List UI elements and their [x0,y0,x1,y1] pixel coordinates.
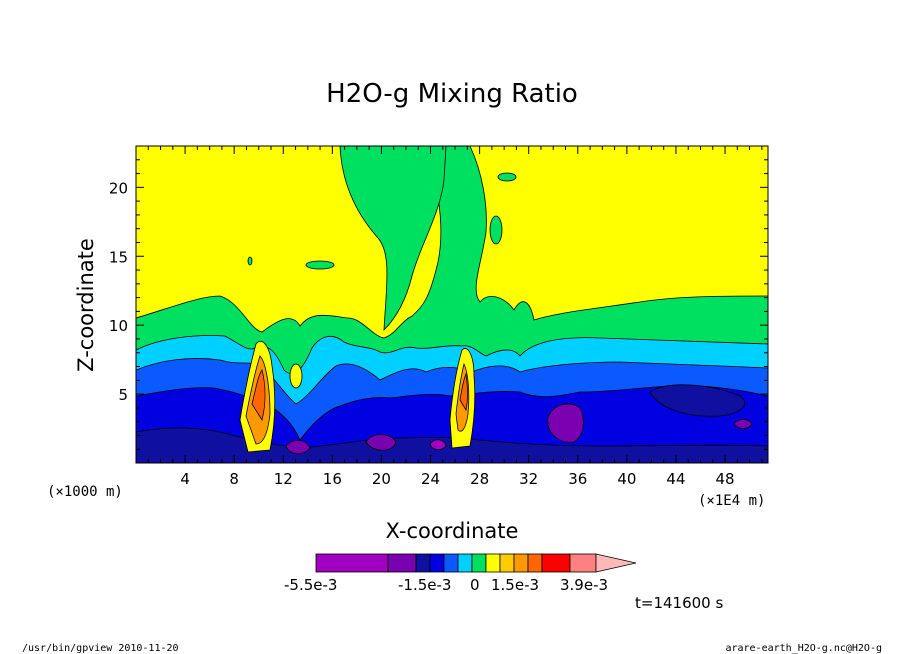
colorbar-segment [499,553,515,573]
colorbar-segment [471,553,487,573]
colorbar-segment [387,553,417,573]
x-tick-label: 16 [323,470,342,488]
x-tick-label: 36 [568,470,587,488]
colorbar-labels: -5.5e-3 -1.5e-3 0 1.5e-3 3.9e-3 [284,576,608,594]
chart-title: H2O-g Mixing Ratio [326,79,578,109]
colorbar-segment [527,553,543,573]
colorbar-label: 0 [470,576,480,594]
plot-frame [135,145,769,464]
colorbar-segment [569,553,597,573]
y-axis-label: Z-coordinate [74,238,98,372]
x-tick-label: 32 [519,470,538,488]
x-unit-right: (×1E4 m) [698,493,765,509]
x-axis-ticks: 4 8 12 16 20 24 28 32 36 40 44 48 [147,146,763,488]
colorbar-segment [541,553,571,573]
x-tick-label: 24 [421,470,440,488]
x-tick-label: 8 [229,470,239,488]
colorbar-segment [443,553,459,573]
colorbar-label: 1.5e-3 [491,576,539,594]
x-tick-label: 4 [180,470,190,488]
y-tick-label: 20 [109,179,128,197]
footer-left: /usr/bin/gpview 2010-11-20 [22,643,179,654]
x-tick-label: 44 [666,470,685,488]
colorbar-label: 3.9e-3 [560,576,608,594]
y-tick-label: 15 [109,248,128,266]
colorbar-segment [415,553,431,573]
colorbar-arrow [595,553,637,573]
footer-right: arare-earth_H2O-g.nc@H2O-g [725,643,882,654]
x-tick-label: 28 [470,470,489,488]
colorbar [315,553,637,573]
colorbar-label: -5.5e-3 [284,576,337,594]
y-axis-ticks: 5 10 15 20 [109,159,768,450]
x-tick-label: 12 [274,470,293,488]
x-tick-label: 48 [716,470,735,488]
x-axis-label: X-coordinate [386,519,519,543]
colorbar-segment [457,553,473,573]
y-tick-label: 5 [118,386,128,404]
x-tick-label: 20 [372,470,391,488]
time-label: t=141600 s [635,594,723,612]
x-unit-left: (×1000 m) [47,484,123,500]
contour-field [136,146,768,463]
colorbar-segment [485,553,501,573]
y-tick-label: 10 [109,317,128,335]
colorbar-label: -1.5e-3 [398,576,451,594]
colorbar-segment [429,553,445,573]
colorbar-segment [513,553,529,573]
x-tick-label: 40 [617,470,636,488]
colorbar-segment [315,553,389,573]
